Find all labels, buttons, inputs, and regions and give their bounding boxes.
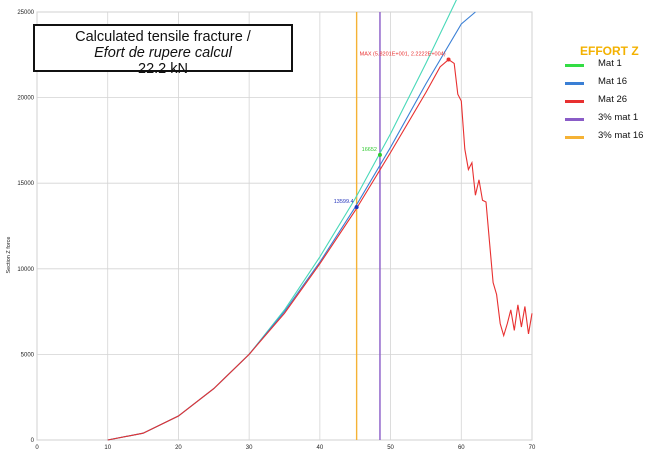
legend-item-3pct-mat-16: 3% mat 16 xyxy=(565,130,659,148)
legend-swatch xyxy=(565,64,584,67)
axis-ticks: 0 10 20 30 40 50 60 70 0 5000 10000 15000 20000 25000 xyxy=(17,10,536,451)
point-label: 16652 xyxy=(362,147,377,153)
legend-label: 3% mat 16 xyxy=(598,130,644,141)
legend-title: EFFORT Z xyxy=(580,44,639,58)
chart-grid xyxy=(36,11,533,441)
x-tick-label: 60 xyxy=(458,445,465,451)
y-tick-label: 10000 xyxy=(17,267,34,273)
legend-label: Mat 26 xyxy=(598,94,628,105)
chart-series xyxy=(107,0,533,441)
data-point xyxy=(377,152,382,157)
legend-item-3pct-mat-1: 3% mat 1 xyxy=(565,112,659,130)
legend-item-mat-26: Mat 26 xyxy=(565,94,659,112)
chart-points: 16652 13599.4 MAX (5.8201E+001, 2.2222E+00… xyxy=(334,52,451,210)
annotation-line-2: Efort de rupere calcul xyxy=(94,45,232,61)
legend-label: 3% mat 1 xyxy=(598,112,639,123)
legend-swatch xyxy=(565,100,584,103)
x-tick-label: 0 xyxy=(35,445,39,451)
y-tick-label: 0 xyxy=(31,438,35,444)
annotation-box: Calculated tensile fracture / Efort de r… xyxy=(33,24,293,77)
x-tick-label: 10 xyxy=(104,445,111,451)
threshold-lines xyxy=(355,12,381,440)
legend-label: Mat 1 xyxy=(598,58,622,69)
legend-label: Mat 16 xyxy=(598,76,628,87)
y-tick-label: 20000 xyxy=(17,96,34,102)
legend-swatch xyxy=(565,82,584,85)
legend-swatch xyxy=(565,118,584,121)
y-tick-label: 25000 xyxy=(17,10,34,16)
y-tick-label: 15000 xyxy=(17,181,34,187)
point-label: MAX (5.8201E+001, 2.2222E+004) xyxy=(360,52,446,58)
legend: EFFORT Z Mat 1 Mat 16 Mat 26 3% mat 1 3%… xyxy=(565,44,659,148)
legend-swatch xyxy=(565,136,584,139)
y-tick-label: 5000 xyxy=(21,352,35,358)
legend-item-mat-1: Mat 1 xyxy=(565,58,659,76)
x-tick-label: 40 xyxy=(317,445,324,451)
y-axis-label: Section Z force xyxy=(6,237,12,274)
annotation-line-1: Calculated tensile fracture / xyxy=(75,29,251,45)
x-tick-label: 50 xyxy=(387,445,394,451)
annotation-line-3: 22.2 kN xyxy=(138,61,188,77)
data-point xyxy=(354,205,359,210)
point-label: 13599.4 xyxy=(334,199,354,205)
x-tick-label: 30 xyxy=(246,445,253,451)
plot-area xyxy=(36,11,533,441)
series-line xyxy=(107,58,533,441)
x-tick-label: 20 xyxy=(175,445,182,451)
legend-item-mat-16: Mat 16 xyxy=(565,76,659,94)
data-point xyxy=(446,57,451,62)
x-tick-label: 70 xyxy=(529,445,536,451)
